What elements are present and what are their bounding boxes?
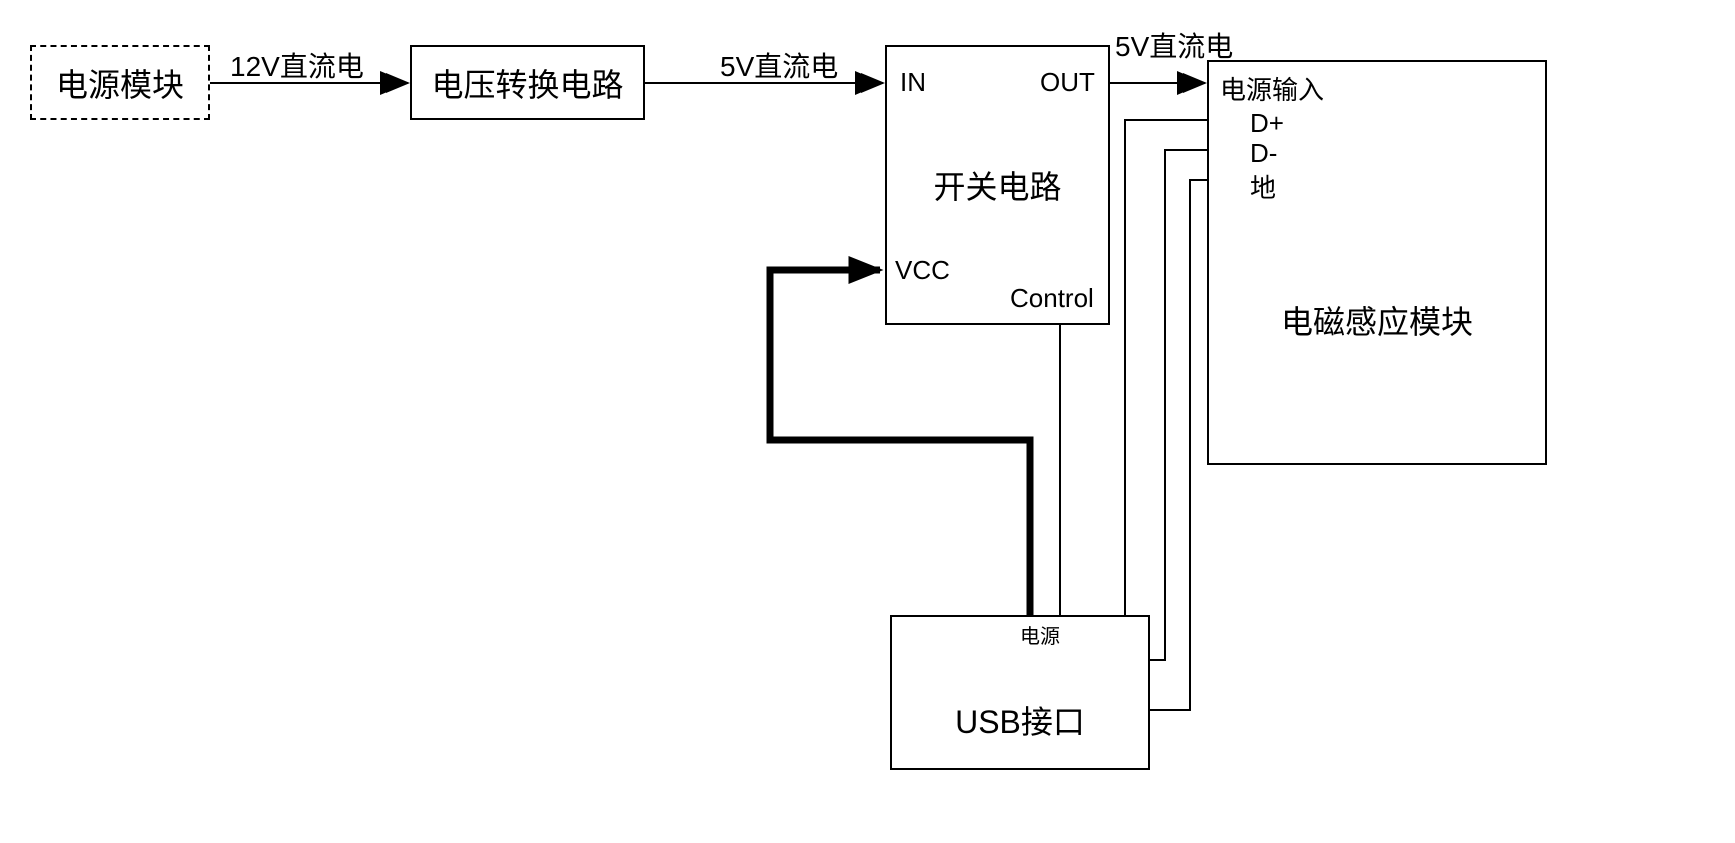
em-pin-dp: D+ [1250, 108, 1284, 139]
edge-5v-a-label: 5V直流电 [720, 45, 838, 85]
diagram-canvas: 电源模块 电压转换电路 开关电路 IN OUT VCC Control 电磁感应… [20, 20, 1735, 823]
switch-pin-in: IN [900, 67, 926, 98]
em-pin-pwr: 电源输入 [1220, 70, 1324, 107]
voltage-conv-label: 电压转换电路 [431, 60, 623, 106]
usb-pin-pwr: 电源 [1020, 620, 1060, 649]
power-module-label: 电源模块 [56, 60, 184, 106]
usb-label: USB接口 [892, 697, 1148, 743]
edge-5v-b-label: 5V直流电 [1115, 25, 1233, 65]
switch-pin-out: OUT [1040, 67, 1095, 98]
em-module-label: 电磁感应模块 [1209, 297, 1545, 343]
power-module-block: 电源模块 [30, 45, 210, 120]
switch-pin-vcc: VCC [895, 255, 950, 286]
em-pin-dm: D- [1250, 138, 1277, 169]
em-pin-gnd: 地 [1250, 168, 1276, 205]
voltage-conv-block: 电压转换电路 [410, 45, 645, 120]
switch-pin-control: Control [1010, 283, 1094, 314]
switch-circuit-label: 开关电路 [933, 162, 1061, 208]
edge-12v-label: 12V直流电 [230, 45, 364, 85]
